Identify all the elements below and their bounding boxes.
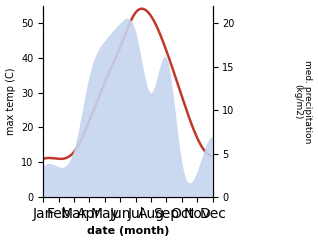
Y-axis label: med. precipitation
(kg/m2): med. precipitation (kg/m2) [293, 60, 313, 143]
Y-axis label: max temp (C): max temp (C) [5, 68, 16, 135]
X-axis label: date (month): date (month) [87, 227, 169, 236]
